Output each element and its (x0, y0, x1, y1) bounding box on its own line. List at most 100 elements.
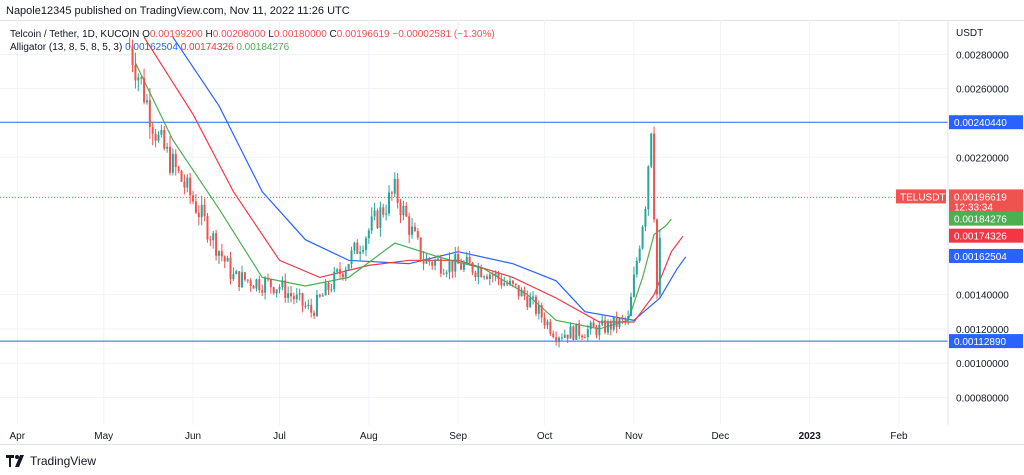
candle-body (555, 337, 558, 343)
candle-body (220, 251, 223, 257)
candle-body (655, 219, 658, 295)
candle-body (488, 274, 491, 279)
candle-body (243, 272, 246, 280)
level-label-bg (949, 334, 1023, 349)
candle-body (166, 146, 169, 149)
candle-body (396, 178, 399, 203)
alligator-label-bg (949, 211, 1023, 226)
candle-body (506, 283, 509, 285)
level-label-bg (949, 115, 1023, 130)
candle-body (134, 65, 137, 81)
candle-body (609, 321, 612, 330)
candle-body (304, 305, 307, 307)
candle-body (143, 77, 146, 103)
candle-body (151, 127, 154, 134)
high-value: 0.00208000 (212, 29, 266, 40)
candle-body (586, 329, 589, 338)
candle-body (261, 290, 264, 293)
candle-body (189, 177, 192, 196)
candle-body (503, 283, 506, 286)
jaw-value: 0.00162504 (125, 42, 178, 53)
candle-body (416, 231, 419, 238)
alligator-label-bg (949, 248, 1023, 263)
candle-body (206, 216, 209, 240)
candle-body (572, 326, 575, 340)
candle-body (413, 226, 416, 232)
candle-body (200, 204, 203, 218)
candle-body (598, 324, 601, 336)
footer[interactable]: TradingView (6, 452, 96, 470)
candle-body (641, 226, 644, 249)
candle-body (217, 251, 220, 256)
candle-body (431, 261, 434, 266)
candle-body (362, 249, 365, 252)
x-tick-label: Nov (625, 431, 643, 442)
candle-body (514, 283, 517, 286)
candle-body (232, 274, 235, 280)
candle-body (148, 100, 151, 128)
candle-body (428, 258, 431, 262)
change-value: −0.00002581 (−1.30%) (392, 29, 495, 40)
candle-body (624, 318, 627, 321)
candle-body (238, 271, 241, 288)
candle-body (589, 322, 592, 330)
candle-body (212, 233, 215, 241)
candle-body (180, 170, 183, 182)
candle-body (653, 133, 656, 220)
candle-body (330, 289, 333, 291)
candle-body (157, 134, 160, 141)
candle-body (315, 294, 318, 316)
x-tick-label: Feb (890, 431, 908, 442)
teeth-path (143, 36, 684, 323)
candle-body (347, 263, 350, 270)
jaw-path (172, 36, 687, 321)
candle-body (137, 77, 140, 81)
candle-body (344, 269, 347, 278)
candle-body (460, 263, 463, 270)
y-tick-label: 0.00120000 (956, 325, 1009, 336)
lips-path (134, 62, 672, 330)
candle-body (575, 323, 578, 340)
alligator-label: 0.00184276 (954, 215, 1007, 226)
candle-body (569, 326, 572, 339)
x-tick-label: Sep (449, 431, 467, 442)
candle-body (635, 260, 638, 275)
legend: Telcoin / Tether, 1D, KUCOIN O0.00199200… (10, 29, 495, 53)
x-tick-label: May (94, 431, 113, 442)
candle-body (644, 209, 647, 227)
candle-body (226, 257, 229, 262)
candle-body (284, 280, 287, 299)
candle-body (145, 100, 148, 103)
symbol-name[interactable]: Telcoin / Tether, 1D, KUCOIN (10, 29, 140, 40)
candle-body (592, 322, 595, 327)
y-tick-label: 0.00080000 (956, 394, 1009, 405)
candle-body (367, 230, 370, 239)
horizontal-lines (0, 121, 948, 342)
level-label: 0.00240440 (954, 118, 1007, 129)
symbol-tag-bg (896, 189, 946, 204)
candle-body (209, 239, 212, 241)
candle-body (540, 305, 543, 318)
candle-body (160, 129, 163, 135)
candle-body (382, 207, 385, 215)
candle-body (359, 251, 362, 254)
candle-body (485, 276, 488, 279)
candle-body (269, 279, 272, 288)
x-tick-label: 2023 (799, 431, 822, 442)
candle-body (583, 337, 586, 339)
chart-frame[interactable] (0, 20, 1024, 445)
alligator-label: 0.00162504 (954, 252, 1007, 263)
candle-body (353, 242, 356, 251)
countdown-label: 12:33:34 (954, 202, 993, 213)
candle-body (494, 273, 497, 276)
candle-body (581, 335, 584, 338)
candle-body (477, 267, 480, 278)
candle-body (632, 274, 635, 297)
candle-body (350, 250, 353, 264)
lips-value: 0.00184276 (236, 42, 290, 53)
current-price-bg (949, 189, 1023, 214)
indicator-name[interactable]: Alligator (13, 8, 5, 8, 5, 3) (10, 42, 123, 53)
candle-body (356, 242, 359, 254)
candle-body (128, 45, 131, 47)
